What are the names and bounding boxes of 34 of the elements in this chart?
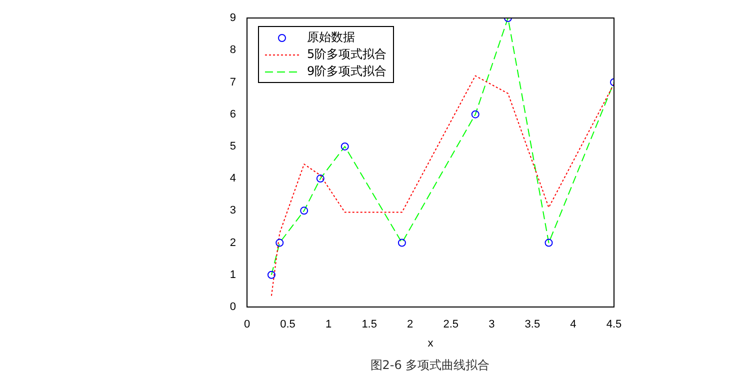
x-tick-label: 2.5 bbox=[443, 318, 459, 331]
x-tick-label: 2 bbox=[407, 318, 414, 331]
y-tick-label: 0 bbox=[230, 301, 236, 314]
legend-label: 9阶多项式拟合 bbox=[307, 63, 387, 80]
caption: 图2-6 多项式曲线拟合 bbox=[369, 357, 491, 374]
x-tick-label: 4.5 bbox=[606, 318, 622, 331]
y-tick-label: 6 bbox=[230, 108, 236, 120]
point bbox=[398, 238, 406, 247]
x-tick-label: 3.5 bbox=[524, 318, 540, 331]
y-tick-label: 3 bbox=[230, 204, 236, 217]
x-tick-label: 0 bbox=[244, 318, 250, 331]
y-tick-label: 2 bbox=[230, 236, 236, 249]
point bbox=[276, 238, 284, 247]
point bbox=[267, 270, 276, 279]
legend-label: 原始数据 bbox=[307, 29, 355, 46]
x-tick-label: 1.5 bbox=[362, 318, 377, 331]
y-tick-label: 5 bbox=[230, 140, 236, 152]
x-tick-label: 4 bbox=[570, 318, 576, 331]
x-tick-label: 3 bbox=[488, 318, 495, 331]
y-tick-label: 7 bbox=[230, 76, 236, 88]
y-tick-label: 8 bbox=[230, 44, 236, 56]
legend-label: 5阶多项式拟合 bbox=[307, 46, 387, 63]
point bbox=[544, 238, 553, 247]
point bbox=[340, 142, 349, 150]
x-axis-title: x bbox=[428, 337, 434, 350]
point bbox=[471, 110, 480, 118]
point bbox=[300, 206, 308, 215]
y-tick-label: 1 bbox=[230, 268, 236, 281]
point bbox=[316, 174, 324, 183]
y-tick-label: 9 bbox=[230, 12, 236, 24]
x-tick-label: 0.5 bbox=[280, 318, 296, 331]
line-series bbox=[270, 75, 614, 296]
y-tick-label: 4 bbox=[230, 172, 236, 185]
x-tick-label: 1 bbox=[325, 318, 332, 331]
